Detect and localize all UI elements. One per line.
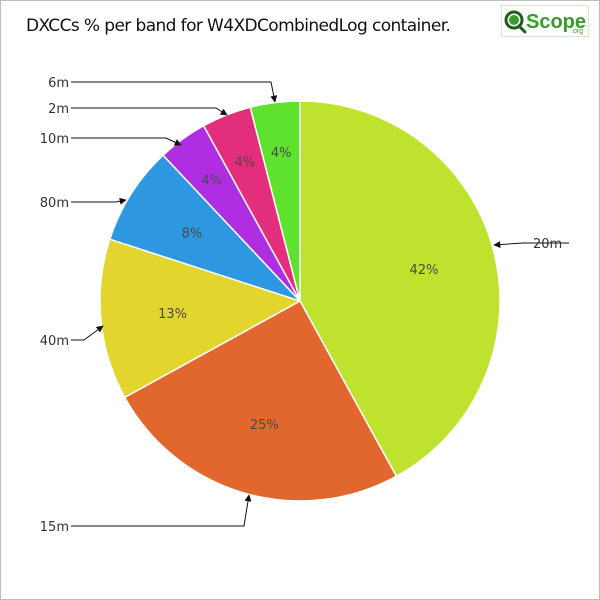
callout-line-10m: [71, 137, 182, 146]
qscope-logo: Scope .org: [501, 5, 589, 37]
slice-callouts: 20m 15m 40m 80m 10m 2m 6m: [40, 76, 569, 535]
callout-label-6m: 6m: [48, 76, 69, 91]
callout-line-20m: [493, 241, 569, 249]
logo-suffix: .org: [571, 28, 583, 35]
slice-value-labels: 42% 25% 13% 8% 4% 4% 4%: [158, 146, 438, 433]
slice-value-label-20m: 42%: [410, 263, 439, 278]
pie-slice-20m: [299, 100, 501, 478]
pie-slice-80m: [108, 154, 301, 302]
callout-label-20m: 20m: [533, 237, 562, 252]
callout-line-6m: [71, 81, 278, 103]
pie-slices: [99, 100, 501, 502]
callout-label-80m: 80m: [40, 196, 69, 211]
callout-line-2m: [71, 107, 228, 116]
pie-slice-40m: [99, 238, 302, 399]
slice-value-label-15m: 25%: [250, 418, 279, 433]
callout-line-15m: [71, 494, 252, 527]
callout-line-40m: [71, 325, 104, 341]
chart-title: DXCCs % per band for W4XDCombinedLog con…: [26, 16, 451, 36]
slice-value-label-10m: 4%: [201, 174, 222, 189]
slice-value-label-2m: 4%: [234, 156, 255, 171]
slice-value-label-80m: 8%: [182, 226, 203, 241]
callout-line-80m: [71, 197, 127, 205]
callout-label-10m: 10m: [40, 132, 69, 147]
slice-value-label-6m: 4%: [271, 146, 292, 161]
pie-slice-15m: [123, 299, 398, 502]
callout-label-15m: 15m: [40, 520, 69, 535]
slice-value-label-40m: 13%: [158, 307, 187, 322]
callout-label-2m: 2m: [48, 102, 69, 117]
callout-label-40m: 40m: [40, 334, 69, 349]
logo-text: Scope: [526, 11, 586, 33]
